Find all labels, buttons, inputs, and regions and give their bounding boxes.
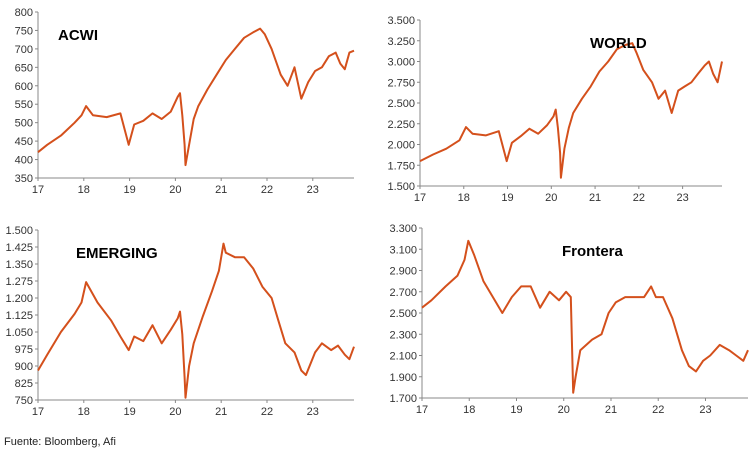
y-tick-label: 1.750 (387, 160, 415, 172)
y-tick-label: 1.200 (5, 293, 33, 305)
x-tick-label: 23 (307, 184, 319, 196)
y-tick-label: 3.300 (389, 223, 417, 235)
x-tick-label: 17 (414, 192, 426, 204)
x-tick-label: 22 (652, 404, 664, 416)
x-tick-label: 17 (416, 404, 428, 416)
series-line (37, 27, 355, 167)
y-tick-label: 1.500 (5, 225, 33, 237)
y-tick-label: 1.350 (5, 259, 33, 271)
x-tick-label: 23 (676, 192, 688, 204)
chart-title: Frontera (562, 243, 624, 260)
chart-world: 1.500 1.750 2.000 2.250 2.500 2.750 3.000 3.250… (387, 15, 723, 204)
y-tick-label: 2.700 (389, 287, 417, 299)
y-tick-label: 750 (15, 395, 33, 407)
y-tick-label: 750 (15, 25, 33, 37)
x-tick-label: 18 (78, 406, 90, 418)
y-tick-label: 900 (15, 361, 33, 373)
y-tick-label: 550 (15, 99, 33, 111)
y-tick-label: 2.100 (389, 351, 417, 363)
chart-acwi: 350 400 450 500 550 600 650 700 750 800 17 18 19 20 21… (15, 7, 355, 196)
x-tick-label: 20 (169, 406, 181, 418)
x-tick-label: 19 (123, 406, 135, 418)
y-tick-label: 1.275 (5, 276, 33, 288)
y-tick-label: 1.425 (5, 242, 33, 254)
series-line (37, 242, 355, 399)
y-tick-label: 2.900 (389, 266, 417, 278)
series-line (421, 239, 749, 394)
y-tick-label: 800 (15, 7, 33, 19)
y-tick-label: 2.750 (387, 77, 415, 89)
x-tick-label: 20 (558, 404, 570, 416)
chart-frontera: 1.700 1.900 2.100 2.300 2.500 2.700 2.900 3.100… (389, 223, 749, 416)
x-tick-label: 19 (510, 404, 522, 416)
x-tick-label: 21 (215, 184, 227, 196)
y-tick-label: 1.700 (389, 393, 417, 405)
y-tick-label: 600 (15, 81, 33, 93)
x-tick-label: 18 (458, 192, 470, 204)
x-tick-label: 21 (589, 192, 601, 204)
source-note: Fuente: Bloomberg, Afi (4, 436, 116, 448)
y-tick-label: 3.250 (387, 36, 415, 48)
y-tick-label: 2.300 (389, 329, 417, 341)
x-tick-label: 17 (32, 184, 44, 196)
x-tick-label: 23 (699, 404, 711, 416)
y-tick-label: 700 (15, 44, 33, 56)
y-tick-label: 1.125 (5, 310, 33, 322)
y-tick-label: 1.500 (387, 181, 415, 193)
y-tick-label: 975 (15, 344, 33, 356)
x-tick-label: 23 (307, 406, 319, 418)
x-tick-label: 22 (633, 192, 645, 204)
series-line (419, 42, 723, 179)
y-tick-label: 3.000 (387, 57, 415, 69)
y-tick-label: 1.050 (5, 327, 33, 339)
chart-emerging: 750 825 900 975 1.050 1.125 1.200 1.275 1.350 1.4… (5, 225, 355, 418)
x-tick-label: 20 (169, 184, 181, 196)
y-tick-label: 1.900 (389, 372, 417, 384)
chart-title: WORLD (590, 35, 647, 52)
y-tick-label: 2.500 (389, 308, 417, 320)
x-tick-label: 18 (463, 404, 475, 416)
x-tick-label: 20 (545, 192, 557, 204)
x-tick-label: 22 (261, 406, 273, 418)
y-tick-label: 2.500 (387, 98, 415, 110)
y-tick-label: 500 (15, 118, 33, 130)
y-tick-label: 3.100 (389, 244, 417, 256)
y-tick-label: 650 (15, 62, 33, 74)
y-tick-label: 350 (15, 173, 33, 185)
x-tick-label: 17 (32, 406, 44, 418)
y-tick-label: 3.500 (387, 15, 415, 27)
x-tick-label: 18 (78, 184, 90, 196)
chart-title: EMERGING (76, 245, 158, 262)
x-tick-label: 19 (123, 184, 135, 196)
x-tick-label: 21 (605, 404, 617, 416)
chart-title: ACWI (58, 27, 98, 44)
y-tick-label: 400 (15, 155, 33, 167)
x-tick-label: 19 (501, 192, 513, 204)
y-tick-label: 2.000 (387, 140, 415, 152)
y-tick-label: 825 (15, 378, 33, 390)
x-tick-label: 22 (261, 184, 273, 196)
y-tick-label: 450 (15, 136, 33, 148)
x-tick-label: 21 (215, 406, 227, 418)
y-tick-label: 2.250 (387, 119, 415, 131)
